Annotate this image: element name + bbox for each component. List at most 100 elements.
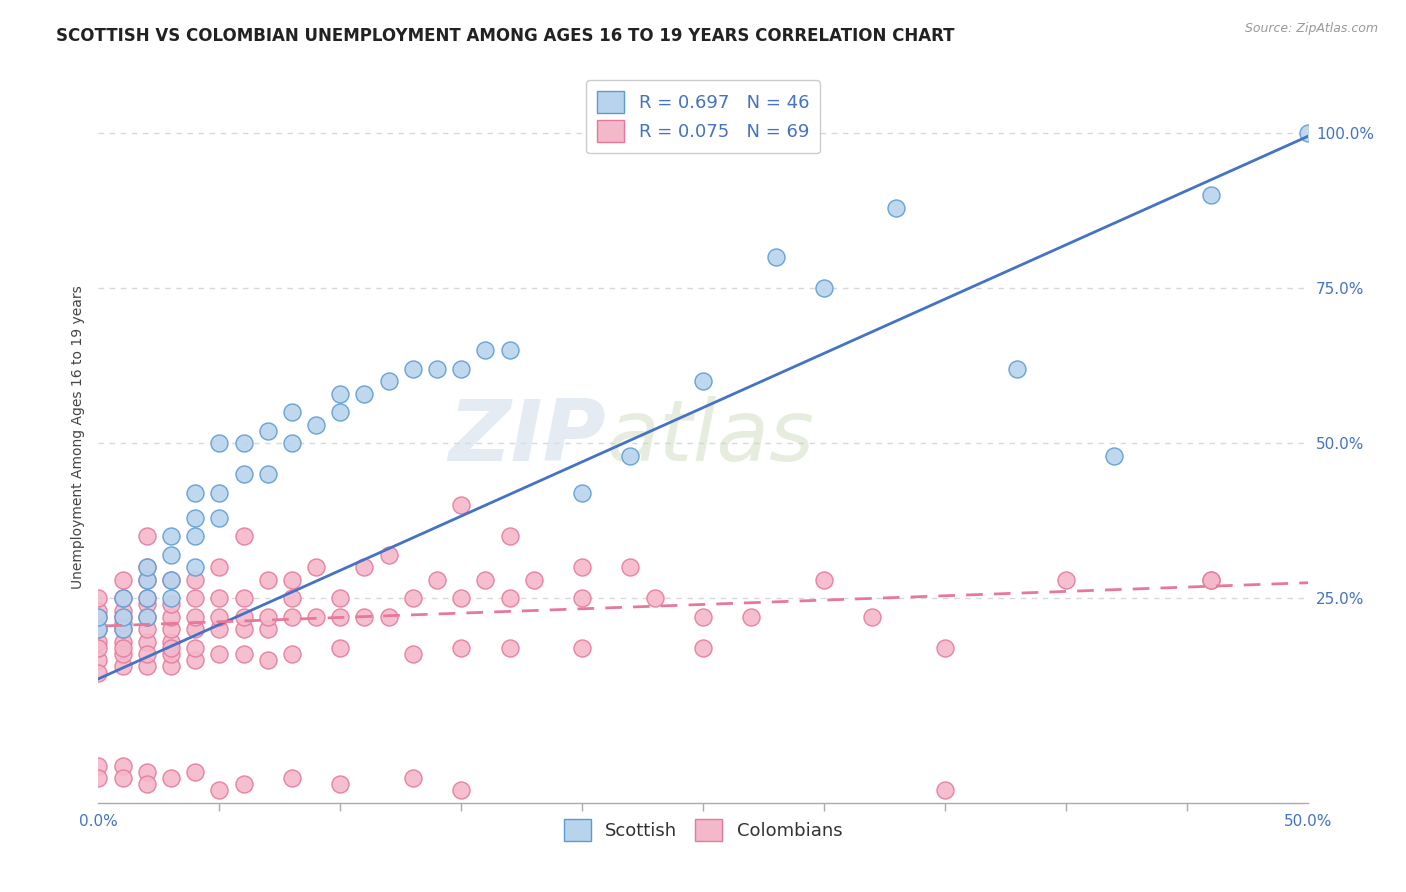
Point <box>135 591 157 606</box>
Point <box>474 573 496 587</box>
Point <box>571 640 593 655</box>
Point <box>1054 573 1077 587</box>
Point <box>1102 449 1125 463</box>
Point <box>111 610 134 624</box>
Point <box>1007 362 1029 376</box>
Point <box>160 640 183 655</box>
Point <box>692 610 714 624</box>
Point <box>402 771 425 785</box>
Point <box>377 610 399 624</box>
Point <box>135 610 157 624</box>
Point <box>474 343 496 358</box>
Point <box>256 467 278 482</box>
Point <box>87 634 110 648</box>
Point <box>450 591 472 606</box>
Point <box>232 467 254 482</box>
Point <box>184 560 207 574</box>
Point <box>160 622 183 636</box>
Point <box>450 640 472 655</box>
Point <box>305 417 328 432</box>
Point <box>184 640 207 655</box>
Point <box>256 622 278 636</box>
Point <box>111 640 134 655</box>
Point <box>184 486 207 500</box>
Point <box>208 486 231 500</box>
Point <box>135 610 157 624</box>
Point <box>111 622 134 636</box>
Point <box>135 764 157 779</box>
Point <box>402 362 425 376</box>
Point <box>232 610 254 624</box>
Point <box>765 250 787 264</box>
Point <box>329 777 352 791</box>
Point <box>1199 573 1222 587</box>
Point <box>329 591 352 606</box>
Point <box>232 436 254 450</box>
Point <box>329 405 352 419</box>
Point <box>160 591 183 606</box>
Point <box>208 622 231 636</box>
Point <box>135 647 157 661</box>
Point <box>498 591 520 606</box>
Point <box>571 560 593 574</box>
Point <box>232 777 254 791</box>
Point <box>184 610 207 624</box>
Point <box>111 591 134 606</box>
Point <box>329 640 352 655</box>
Point <box>1199 573 1222 587</box>
Point <box>305 610 328 624</box>
Point <box>135 777 157 791</box>
Point <box>160 634 183 648</box>
Point <box>208 783 231 797</box>
Point <box>111 622 134 636</box>
Point <box>281 405 304 419</box>
Point <box>160 647 183 661</box>
Point <box>135 560 157 574</box>
Point <box>353 386 375 401</box>
Point <box>135 659 157 673</box>
Point <box>377 374 399 388</box>
Point <box>184 764 207 779</box>
Point <box>232 591 254 606</box>
Point <box>208 436 231 450</box>
Point <box>111 615 134 630</box>
Point <box>160 659 183 673</box>
Point <box>184 622 207 636</box>
Point <box>184 529 207 543</box>
Point <box>740 610 762 624</box>
Point <box>135 573 157 587</box>
Point <box>111 591 134 606</box>
Point <box>232 622 254 636</box>
Point <box>135 634 157 648</box>
Point <box>281 647 304 661</box>
Point <box>135 622 157 636</box>
Point <box>281 573 304 587</box>
Point <box>160 529 183 543</box>
Point <box>523 573 546 587</box>
Text: Source: ZipAtlas.com: Source: ZipAtlas.com <box>1244 22 1378 36</box>
Point <box>111 647 134 661</box>
Point <box>498 640 520 655</box>
Point <box>256 573 278 587</box>
Point <box>160 573 183 587</box>
Point <box>256 610 278 624</box>
Point <box>281 771 304 785</box>
Point <box>135 560 157 574</box>
Point <box>281 591 304 606</box>
Point <box>232 647 254 661</box>
Point <box>232 529 254 543</box>
Point <box>353 560 375 574</box>
Point <box>111 634 134 648</box>
Point <box>426 362 449 376</box>
Point <box>208 510 231 524</box>
Point <box>329 386 352 401</box>
Point <box>160 548 183 562</box>
Point <box>87 622 110 636</box>
Point <box>111 771 134 785</box>
Point <box>305 560 328 574</box>
Point <box>135 591 157 606</box>
Point <box>111 659 134 673</box>
Point <box>860 610 883 624</box>
Text: SCOTTISH VS COLOMBIAN UNEMPLOYMENT AMONG AGES 16 TO 19 YEARS CORRELATION CHART: SCOTTISH VS COLOMBIAN UNEMPLOYMENT AMONG… <box>56 27 955 45</box>
Point <box>450 783 472 797</box>
